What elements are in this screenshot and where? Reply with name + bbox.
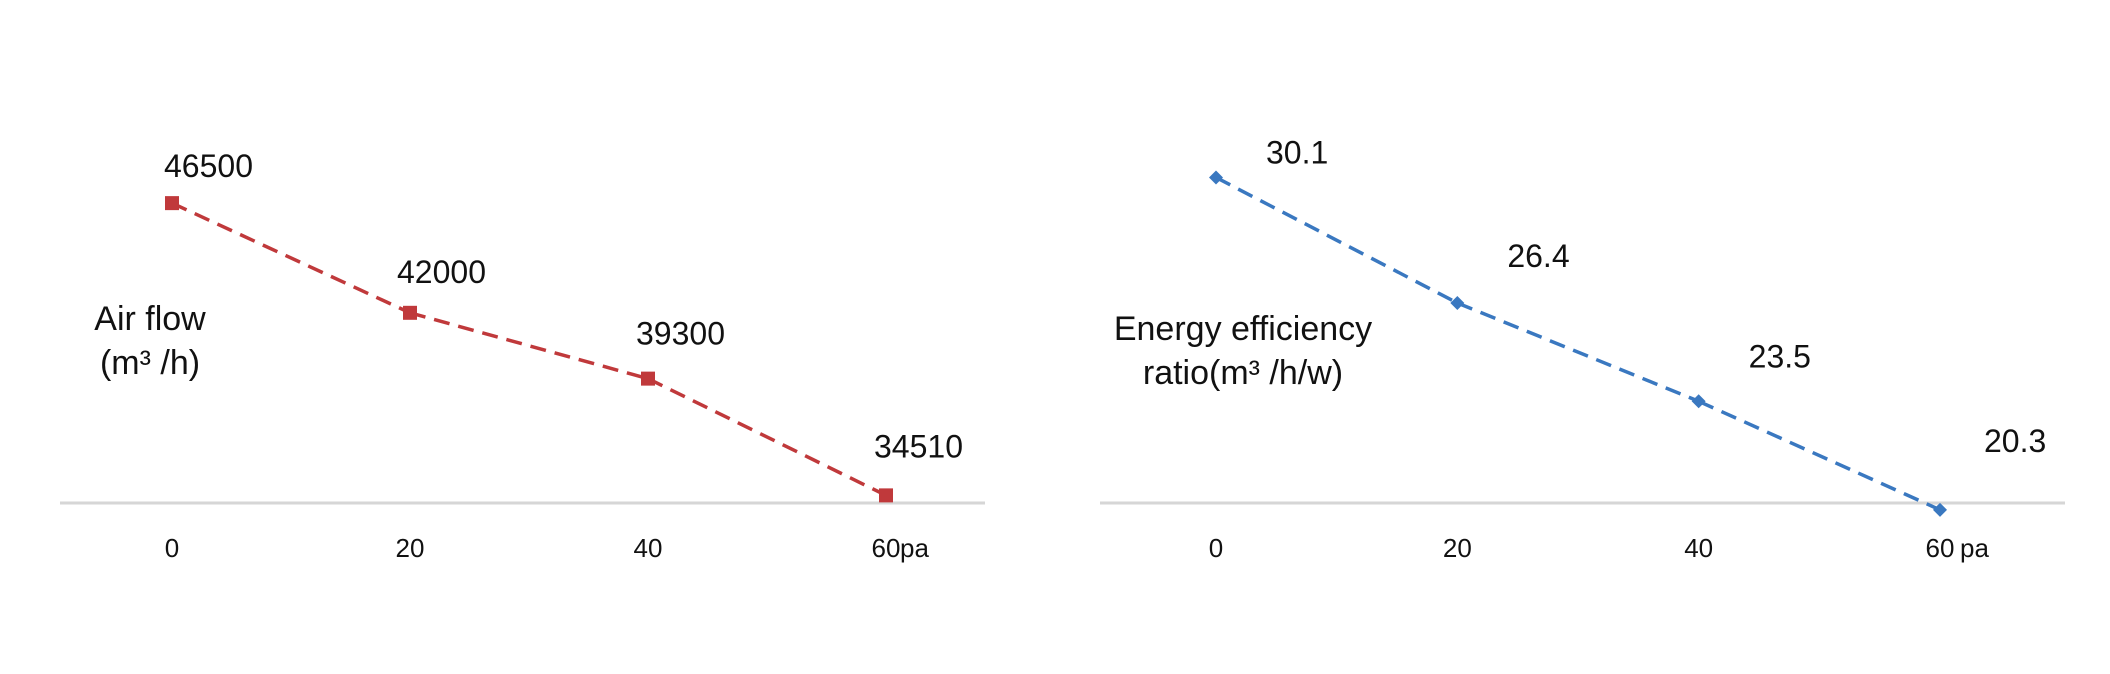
eer-x-tick-0: 0 bbox=[1209, 533, 1223, 563]
eer-ylabel-line1: Energy efficiency bbox=[1114, 310, 1372, 348]
airflow-point-marker bbox=[879, 488, 893, 503]
airflow-point-marker bbox=[165, 196, 179, 211]
airflow-data-label: 39300 bbox=[636, 316, 725, 352]
eer-data-label: 30.1 bbox=[1266, 134, 1328, 170]
eer-data-label: 20.3 bbox=[1984, 423, 2046, 459]
airflow-x-ticks: 0 20 40 60 bbox=[165, 533, 901, 563]
airflow-point-marker bbox=[641, 371, 655, 386]
airflow-data-label: 42000 bbox=[397, 254, 486, 290]
eer-point-marker bbox=[1209, 170, 1223, 185]
airflow-point-marker bbox=[403, 305, 417, 320]
airflow-line-segment bbox=[409, 311, 649, 381]
eer-series-line bbox=[1215, 175, 1941, 512]
airflow-data-label: 46500 bbox=[164, 148, 253, 184]
eer-data-labels: 30.1 26.4 23.5 20.3 bbox=[1266, 134, 2046, 458]
airflow-x-unit: pa bbox=[900, 533, 929, 563]
airflow-series-line bbox=[171, 201, 887, 497]
airflow-ylabel-line2: (m³ /h) bbox=[100, 344, 200, 382]
eer-point-marker bbox=[1450, 295, 1465, 310]
eer-ylabel-line2: ratio(m³ /h/w) bbox=[1143, 354, 1343, 392]
eer-line-segment bbox=[1697, 399, 1941, 512]
airflow-x-tick-40: 40 bbox=[634, 533, 663, 563]
eer-line-segment bbox=[1215, 175, 1459, 305]
airflow-x-tick-20: 20 bbox=[396, 533, 425, 563]
eer-line-segment bbox=[1456, 301, 1700, 403]
airflow-data-label: 34510 bbox=[874, 428, 963, 464]
eer-x-tick-40: 40 bbox=[1684, 533, 1713, 563]
eer-point-marker bbox=[1933, 502, 1947, 517]
eer-data-label: 23.5 bbox=[1749, 338, 1811, 374]
eer-data-label: 26.4 bbox=[1507, 238, 1569, 274]
airflow-x-tick-0: 0 bbox=[165, 533, 179, 563]
eer-x-tick-60: 60 bbox=[1926, 533, 1955, 563]
airflow-data-labels: 46500 42000 39300 34510 bbox=[164, 148, 963, 464]
airflow-line-segment bbox=[647, 377, 887, 497]
eer-x-unit: pa bbox=[1960, 533, 1989, 563]
eer-x-tick-20: 20 bbox=[1443, 533, 1472, 563]
airflow-markers bbox=[165, 196, 893, 503]
eer-chart: Energy efficiency ratio(m³ /h/w) 30.1 26.… bbox=[1100, 134, 2065, 563]
airflow-line-segment bbox=[171, 201, 411, 315]
eer-point-marker bbox=[1691, 394, 1706, 409]
eer-x-ticks: 0 20 40 60 bbox=[1209, 533, 1955, 563]
eer-markers bbox=[1209, 170, 1947, 517]
airflow-x-tick-60: 60 bbox=[872, 533, 901, 563]
airflow-chart: Air flow (m³ /h) 46500 42000 39300 34510 0 2… bbox=[60, 148, 985, 563]
airflow-ylabel-line1: Air flow bbox=[94, 300, 206, 338]
